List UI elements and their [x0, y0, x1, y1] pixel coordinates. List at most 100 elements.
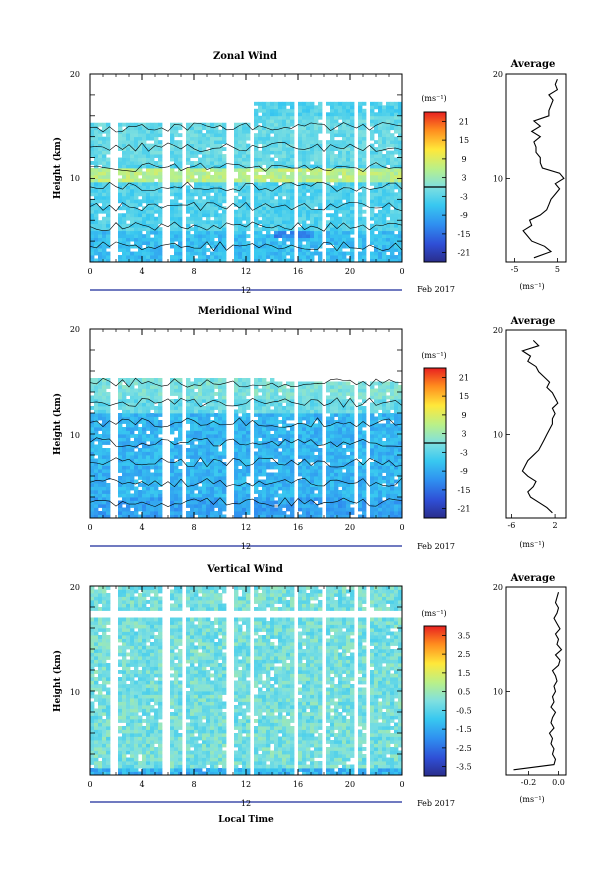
heatmap-cell [222, 448, 227, 452]
heatmap-cell [122, 500, 127, 505]
heatmap-cell [330, 381, 335, 386]
heatmap-cell [134, 227, 139, 232]
heatmap-cell [326, 115, 331, 120]
heatmap-cell [122, 181, 127, 186]
heatmap-cell [326, 248, 331, 252]
heatmap-cell [234, 181, 239, 186]
heatmap-cell [118, 402, 123, 407]
heatmap-cell [178, 171, 183, 176]
heatmap-cell [290, 472, 295, 477]
heatmap-cell [282, 126, 287, 131]
heatmap-cell [234, 479, 239, 484]
heatmap-cell [246, 490, 251, 494]
heatmap-cell [398, 230, 403, 235]
heatmap-cell [118, 392, 123, 396]
heatmap-cell [310, 483, 315, 487]
heatmap-cell [306, 227, 311, 232]
heatmap-cell [106, 409, 111, 414]
heatmap-cell [362, 385, 367, 389]
heatmap-cell [290, 511, 295, 515]
heatmap-cell [310, 395, 315, 400]
heatmap-cell [326, 122, 331, 127]
heatmap-cell [146, 479, 151, 484]
heatmap-cell [126, 497, 131, 501]
heatmap-cell [358, 490, 363, 494]
heatmap-cell [130, 255, 135, 259]
heatmap-cell [142, 451, 147, 456]
heatmap-cell [338, 392, 343, 396]
heatmap-cell [386, 119, 391, 124]
heatmap-cell [262, 188, 267, 193]
heatmap-cell [242, 427, 247, 431]
heatmap-cell [174, 258, 179, 263]
heatmap-cell [90, 444, 95, 449]
heatmap-cell [194, 399, 199, 403]
heatmap-cell [386, 220, 391, 225]
heatmap-cell [90, 458, 95, 463]
heatmap-cell [150, 206, 155, 211]
heatmap-cell [370, 444, 375, 449]
heatmap-cell [306, 234, 311, 239]
heatmap-cell [246, 126, 251, 131]
heatmap-cell [246, 441, 251, 445]
heatmap-cell [266, 199, 271, 204]
heatmap-cell [218, 465, 223, 470]
heatmap-cell [342, 455, 347, 459]
heatmap-cell [122, 147, 127, 151]
heatmap-cell [138, 223, 143, 228]
heatmap-cell [146, 192, 151, 197]
heatmap-cell [150, 430, 155, 435]
heatmap-cell [286, 248, 291, 252]
heatmap-cell [142, 140, 147, 145]
heatmap-cell [206, 230, 211, 235]
heatmap-cell [194, 199, 199, 204]
heatmap-cell [246, 199, 251, 204]
heatmap-cell [282, 423, 287, 428]
heatmap-cell [394, 105, 399, 110]
heatmap-cell [94, 192, 99, 197]
heatmap-cell [146, 409, 151, 414]
heatmap-cell [202, 388, 207, 393]
heatmap-cell [122, 413, 127, 417]
heatmap-cell [362, 230, 367, 235]
heatmap-cell [298, 108, 303, 113]
heatmap-cell [174, 174, 179, 179]
heatmap-cell [214, 195, 219, 200]
heatmap-cell [194, 444, 199, 449]
heatmap-cell [106, 402, 111, 407]
heatmap-cell [126, 150, 131, 155]
heatmap-cell [134, 423, 139, 428]
heatmap-cell [310, 171, 315, 176]
heatmap-cell [326, 395, 331, 400]
heatmap-cell [362, 251, 367, 256]
heatmap-cell [134, 409, 139, 414]
heatmap-cell [174, 392, 179, 396]
heatmap-cell [142, 147, 147, 151]
heatmap-cell [202, 392, 207, 396]
heatmap-cell [266, 164, 271, 169]
heatmap-cell [262, 209, 267, 214]
heatmap-cell [314, 168, 319, 172]
heatmap-cell [394, 237, 399, 242]
heatmap-cell [266, 514, 271, 519]
heatmap-cell [362, 458, 367, 463]
heatmap-cell [258, 378, 263, 382]
heatmap-cell [330, 434, 335, 438]
heatmap-cell [274, 133, 279, 138]
heatmap-cell [310, 185, 315, 190]
heatmap-cell [146, 126, 151, 131]
heatmap-cell [190, 504, 195, 508]
heatmap-cell [390, 105, 395, 110]
heatmap-cell [338, 430, 343, 435]
heatmap-cell [234, 493, 239, 498]
heatmap-cell [134, 406, 139, 410]
heatmap-cell [174, 126, 179, 131]
heatmap-cell [206, 409, 211, 414]
heatmap-cell [146, 402, 151, 407]
heatmap-cell [346, 129, 351, 134]
heatmap-cell [118, 227, 123, 232]
heatmap-cell [142, 133, 147, 138]
heatmap-cell [158, 213, 163, 218]
heatmap-cell [214, 192, 219, 197]
heatmap-cell [194, 136, 199, 141]
